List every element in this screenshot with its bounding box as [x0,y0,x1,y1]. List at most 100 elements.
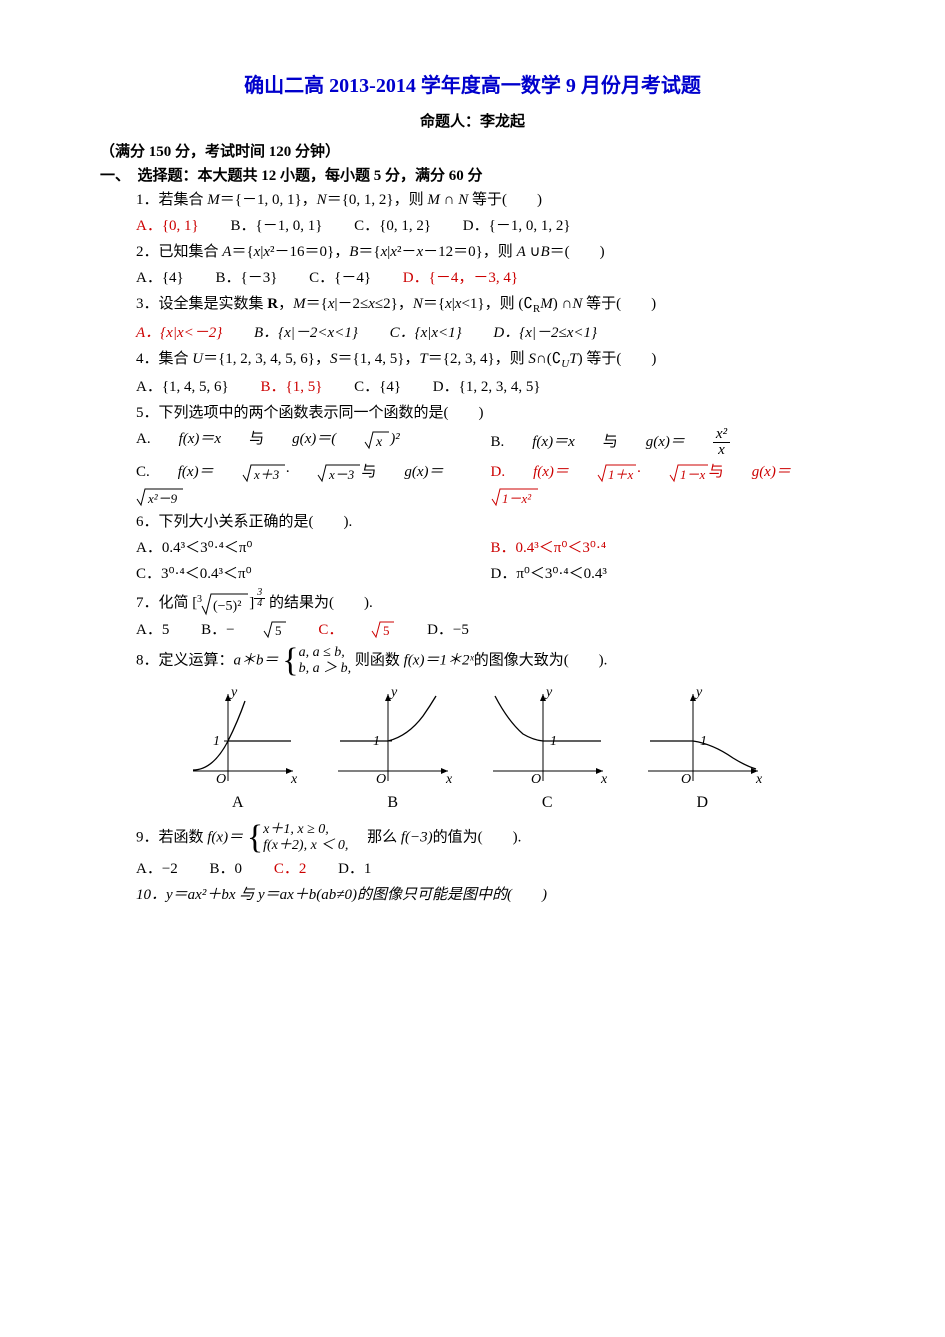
q3-opt-b: B．{x|－2<x<1} [254,321,358,345]
svg-text:x²－9: x²－9 [147,491,178,506]
page-title: 确山二高 2013-2014 学年度高一数学 9 月份月考试题 [100,70,845,102]
q8-labels: A B C D [160,790,780,816]
svg-text:(−5)²: (−5)² [213,599,241,614]
q4-T2: T [569,351,577,367]
q5d-mid: 与 [709,460,724,484]
q3-Ncond2: <1}，则 (∁ [461,296,532,312]
sqrt-icon: 5 [263,621,287,639]
q6-row2: C．3⁰·⁴＜0.4³＜π⁰ D．π⁰＜3⁰·⁴＜0.4³ [136,562,845,586]
q3-N2: N [572,296,582,312]
q9-options: A．−2 B．0 C．2 D．1 [136,857,845,881]
q2-x4: x [390,244,397,260]
q5-opt-a: A. f(x)＝x与g(x)＝(x)² [136,427,491,458]
q2-options: A．{4} B．{－3} C．{－4} D．{－4，－3, 4} [136,266,845,290]
q8-label-c: C [542,790,553,816]
q5b-mid: 与 [603,430,618,454]
q5b-num: x² [713,427,730,443]
q3-N: N [413,296,423,312]
q3-x2: x [368,296,375,312]
q2-B: B [349,244,358,260]
question-10: 10．y＝ax²＋bx 与 y＝ax＋b(ab≠0)的图像只可能是图中的( ) [136,883,845,907]
q5c-dot: · [286,460,290,484]
q7-b: 的结果为( ). [265,595,373,611]
q2-x3: x [381,244,388,260]
q9-c1: x＋1, x ≥ 0, [263,822,329,837]
q1-M: M [207,192,220,208]
q5d-dot: · [637,460,641,484]
q5c-gx: g(x)＝ [404,460,443,484]
q2-x2: x [263,244,270,260]
q3-x1: x [328,296,335,312]
svg-text:5: 5 [383,623,390,638]
q9-opt-a: A．−2 [136,857,178,881]
q8-label-d: D [696,790,708,816]
q1-options: A．{0, 1} B．{－1, 0, 1} C．{0, 1, 2} D．{－1,… [136,214,845,238]
q2-opt-b: B．{－3} [215,266,277,290]
q6-row1: A．0.4³＜3⁰·⁴＜π⁰ B．0.4³＜π⁰＜3⁰·⁴ [136,536,845,560]
q5b-pre: B. [491,430,505,454]
q2-condA: ²－16＝0}， [270,244,349,260]
q6-opt-a: A．0.4³＜3⁰·⁴＜π⁰ [136,536,491,560]
svg-text:O: O [531,772,541,786]
q5a-mid: 与 [249,427,264,451]
q2-opt-c: C．{－4} [309,266,371,290]
q3-Mcond2: ≤2}， [375,296,413,312]
q4-opt-d: D．{1, 2, 3, 4, 5} [433,375,541,399]
q5d-gx: g(x)＝ [752,460,791,484]
svg-text:y: y [544,686,553,700]
q8-graphs: y x O 1 y x O 1 y x O 1 y x O 1 [160,686,780,786]
q3-tail2: 等于( ) [582,296,656,312]
q3-M: M [293,296,306,312]
q3-Mcond: |－2≤ [335,296,369,312]
q3-opt-a: A．{x|x<－2} [136,321,222,345]
q7-opt-b: B．−5 [201,618,286,642]
q8-c2: b, a ＞ b, [299,661,352,676]
q1-M2: M [427,192,440,208]
graph-b: y x O 1 [328,686,458,786]
q9-opt-d: D．1 [338,857,371,881]
q5c-pre: C. [136,460,150,484]
q10-text: 10．y＝ax²＋bx 与 y＝ax＋b(ab≠0)的图像只可能是图中的( ) [136,887,547,903]
q4-S2: S [528,351,536,367]
svg-text:1－x: 1－x [680,467,706,482]
q4-opt-c: C．{4} [354,375,401,399]
q9-fv: f(−3) [401,830,433,846]
q1-opt-a: A．{0, 1} [136,214,199,238]
question-4: 4．集合 U＝{1, 2, 3, 4, 5, 6}，S＝{1, 4, 5}，T＝… [136,347,845,374]
q8-f: f(x)＝1＊2ˣ [404,652,474,668]
q1-cap: ∩ [440,192,458,208]
q5b-fx: f(x)＝x [532,430,574,454]
question-8: 8．定义运算：a＊b＝ {a, a ≤ b,b, a ＞ b, 则函数 f(x)… [136,644,845,678]
svg-text:x: x [755,772,763,786]
q2-A2: A [517,244,526,260]
q3-x3: x [445,296,452,312]
q4-U: U [192,351,203,367]
q4-Tset: ＝{2, 3, 4}，则 [428,351,529,367]
q2-opt-d: D．{－4，－3, 4} [403,266,518,290]
question-3: 3．设全集是实数集 R，M＝{x|－2≤x≤2}，N＝{x|x<1}，则 (∁R… [136,292,845,319]
q8-mid: 则函数 [355,652,404,668]
q5d-pre: D. [491,460,506,484]
q3-R: R [267,296,278,312]
q1-N2: N [458,192,468,208]
q3-Mset: ＝{ [306,296,328,312]
q5-row2: C. f(x)＝x＋3·x－3 与 g(x)＝x²－9 D. f(x)＝1＋x·… [136,460,845,508]
q7-a: 7．化简 [ [136,595,197,611]
svg-text:5: 5 [275,623,282,638]
q2-eqA: ＝{ [231,244,253,260]
svg-text:O: O [216,772,226,786]
q4-options: A．{1, 4, 5, 6} B．{1, 5} C．{4} D．{1, 2, 3… [136,375,845,399]
q4-tail: ) 等于( ) [578,351,657,367]
q8-c1: a, a ≤ b, [299,645,345,660]
svg-text:O: O [681,772,691,786]
q2-condB: ²－ [397,244,417,260]
q5b-den: x [713,443,730,458]
q4-opt-b: B．{1, 5} [260,375,322,399]
q1-eq1: ＝{－1, 0, 1}， [220,192,317,208]
q2-tail: ＝( ) [550,244,605,260]
q1-opt-d: D．{－1, 0, 1, 2} [463,214,571,238]
q8-label-b: B [387,790,398,816]
q3-opt-c: C．{x|x<1} [390,321,462,345]
q3-b: ， [278,296,293,312]
q7-opt-a: A．5 [136,618,169,642]
